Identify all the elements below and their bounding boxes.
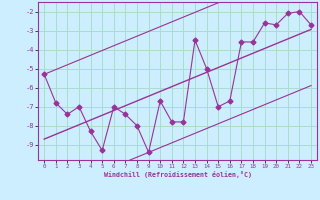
X-axis label: Windchill (Refroidissement éolien,°C): Windchill (Refroidissement éolien,°C) bbox=[104, 171, 252, 178]
